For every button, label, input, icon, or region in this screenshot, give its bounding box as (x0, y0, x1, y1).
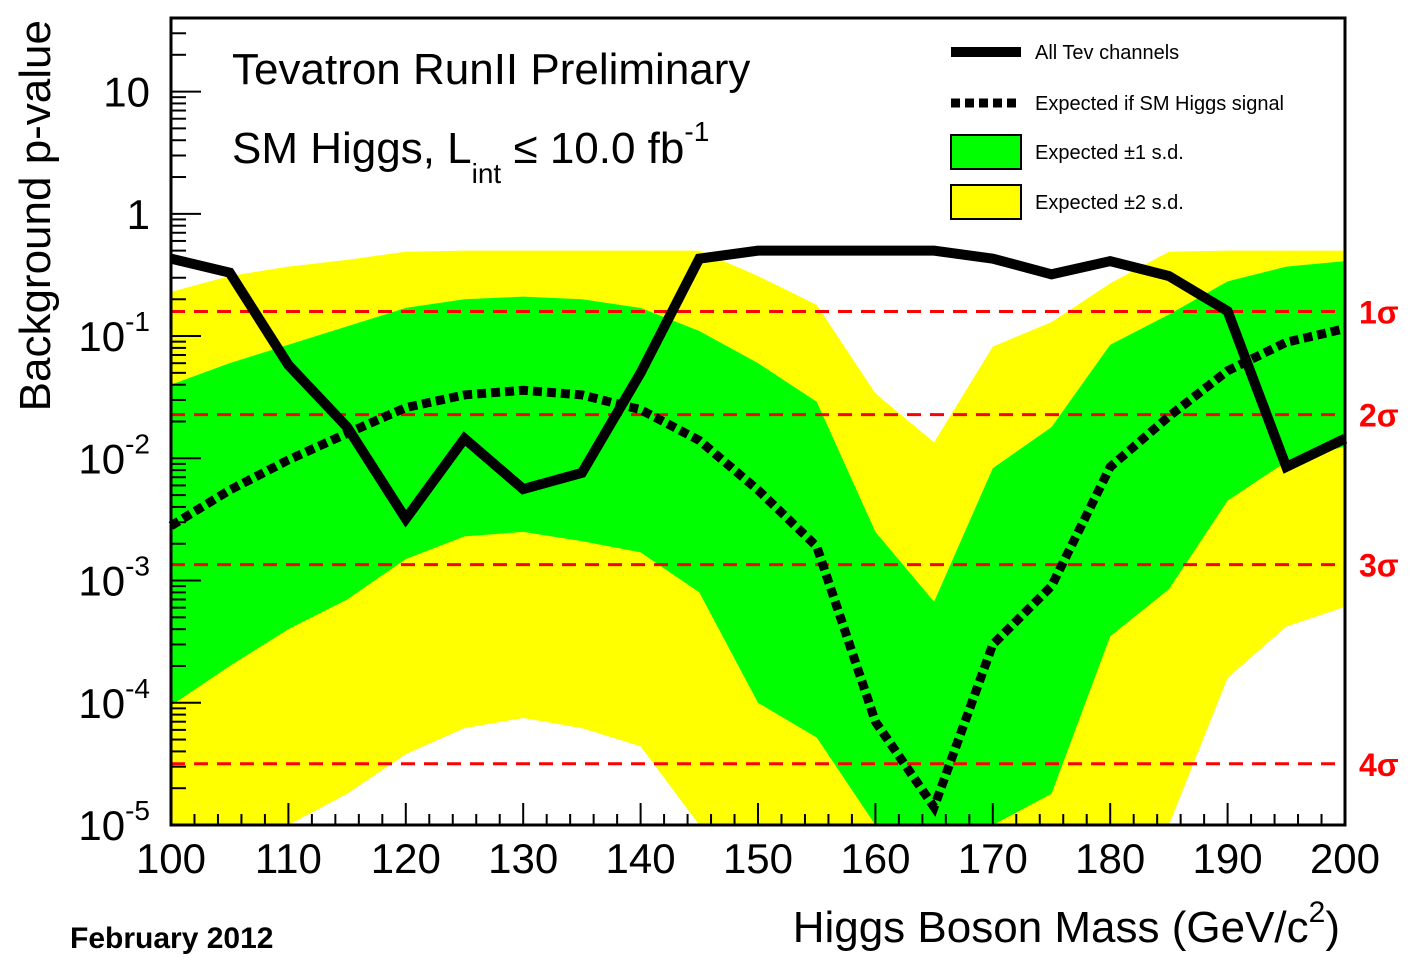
legend-swatch-band (950, 184, 1022, 220)
x-tick-label: 190 (1193, 835, 1263, 882)
series-expected (168, 324, 1347, 817)
x-tick-label: 100 (136, 835, 206, 882)
y-tick-label: 10-3 (78, 551, 150, 605)
band-1sd (171, 261, 1345, 825)
sigma-label-1: 1σ (1359, 295, 1399, 331)
sigma-lines: 1σ 2σ 3σ 4σ (171, 295, 1399, 783)
y-tick-label: 10-4 (78, 673, 150, 727)
chart-title-line2: SM Higgs, Lint ≤ 10.0 fb-1 (232, 116, 709, 189)
x-tick-label: 150 (723, 835, 793, 882)
sigma-label-4: 4σ (1359, 747, 1399, 783)
legend-swatch-band (950, 134, 1022, 170)
axis-ticks: 100 110 120 130 140 150 160 170 180 190 20010-510-… (78, 17, 1380, 882)
x-tick-label: 130 (488, 835, 558, 882)
x-tick-label: 160 (840, 835, 910, 882)
x-tick-label: 200 (1310, 835, 1380, 882)
footer-date: February 2012 (70, 922, 273, 955)
legend-label: Expected ±1 s.d. (1035, 142, 1184, 164)
y-tick-label: 10-5 (78, 795, 150, 849)
x-tick-label: 170 (958, 835, 1028, 882)
x-tick-label: 180 (1075, 835, 1145, 882)
series-lines (168, 245, 1348, 817)
sigma-label-2: 2σ (1359, 398, 1399, 434)
x-axis-title: Higgs Boson Mass (GeV/c2) (793, 896, 1340, 952)
legend-label: All Tev channels (1035, 42, 1179, 64)
legend-label: Expected if SM Higgs signal (1035, 93, 1284, 115)
y-tick-label: 1 (127, 191, 150, 238)
sigma-label-3: 3σ (1359, 548, 1399, 584)
y-axis-title: Background p-value (11, 20, 60, 411)
x-tick-label: 120 (371, 835, 441, 882)
y-tick-label: 10 (103, 69, 150, 116)
y-tick-label: 10-1 (78, 306, 150, 360)
legend-label: Expected ±2 s.d. (1035, 192, 1184, 214)
chart-title-line1: Tevatron RunII Preliminary (232, 45, 750, 94)
x-tick-label: 140 (606, 835, 676, 882)
legend: All Tev channels Expected if SM Higgs sig… (950, 42, 1284, 220)
x-tick-label: 110 (255, 835, 322, 882)
series-observed (169, 245, 1348, 528)
expected-bands (171, 250, 1345, 825)
y-tick-label: 10-2 (78, 428, 150, 482)
